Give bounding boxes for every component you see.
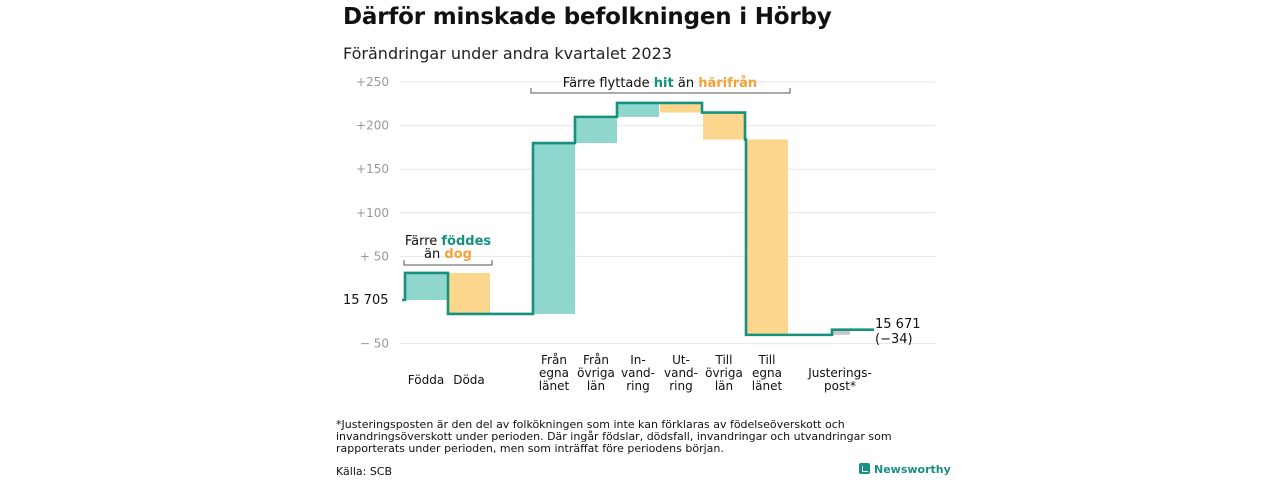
end-value-label: 15 671 — [875, 317, 921, 332]
category-label: vand- — [664, 366, 698, 380]
annotation-migration: Färre flyttade hit än härifrån — [563, 76, 757, 91]
y-tick-label: − 50 — [360, 337, 389, 351]
y-tick-label: +200 — [356, 119, 389, 133]
y-tick-label: + 50 — [360, 249, 389, 263]
category-label: län — [587, 379, 605, 393]
category-label: Till — [715, 353, 733, 367]
chart-title: Därför minskade befolkningen i Hörby — [343, 4, 832, 30]
step-line — [402, 101, 874, 337]
category-label: Justerings- — [807, 366, 872, 380]
category-label: övriga — [705, 366, 743, 380]
annotation-natural-line2: än dog — [424, 247, 472, 262]
brand-logo: Newsworthy — [859, 463, 951, 476]
bar-från-övriga-län — [575, 116, 617, 144]
newsworthy-icon — [859, 463, 870, 474]
category-label: ring — [669, 379, 693, 393]
bar-från-egna-länet — [533, 143, 575, 314]
category-label: In- — [630, 353, 645, 367]
category-label: egna — [539, 366, 569, 380]
y-tick-label: +100 — [356, 206, 389, 220]
footnote: *Justeringsposten är den del av folkökni… — [336, 418, 892, 455]
category-label: län — [715, 379, 733, 393]
category-label: Döda — [453, 373, 485, 387]
bar-utvandring — [660, 102, 702, 113]
bar-födda — [405, 272, 447, 300]
end-change-label: (−34) — [875, 332, 913, 347]
source-label: Källa: SCB — [336, 465, 393, 478]
annotation-natural-line1: Färre föddes — [405, 234, 492, 249]
category-label: post* — [824, 379, 856, 393]
bar-invandring — [617, 102, 659, 117]
bar-till-övriga-län — [703, 112, 745, 140]
brand-name: Newsworthy — [874, 463, 951, 476]
annotation-bracket-natural — [403, 260, 493, 266]
y-tick-label: +250 — [356, 75, 389, 89]
category-label: Ut- — [672, 353, 690, 367]
category-label: länet — [752, 379, 783, 393]
y-tick-label: 15 705 — [343, 293, 389, 308]
category-label: egna — [752, 366, 782, 380]
bar-döda — [448, 272, 490, 314]
category-label: Födda — [408, 373, 444, 387]
category-label: övriga — [577, 366, 615, 380]
bar-till-egna-länet — [746, 139, 788, 335]
chart-subtitle: Förändringar under andra kvartalet 2023 — [343, 44, 672, 63]
y-tick-label: +150 — [356, 162, 389, 176]
category-label: länet — [539, 379, 570, 393]
annotation-bracket-migration — [530, 88, 791, 94]
category-label: vand- — [621, 366, 655, 380]
category-label: Från — [583, 353, 609, 367]
category-label: ring — [626, 379, 650, 393]
category-label: Till — [758, 353, 776, 367]
bar-justeringspost — [832, 329, 850, 335]
category-label: Från — [541, 353, 567, 367]
